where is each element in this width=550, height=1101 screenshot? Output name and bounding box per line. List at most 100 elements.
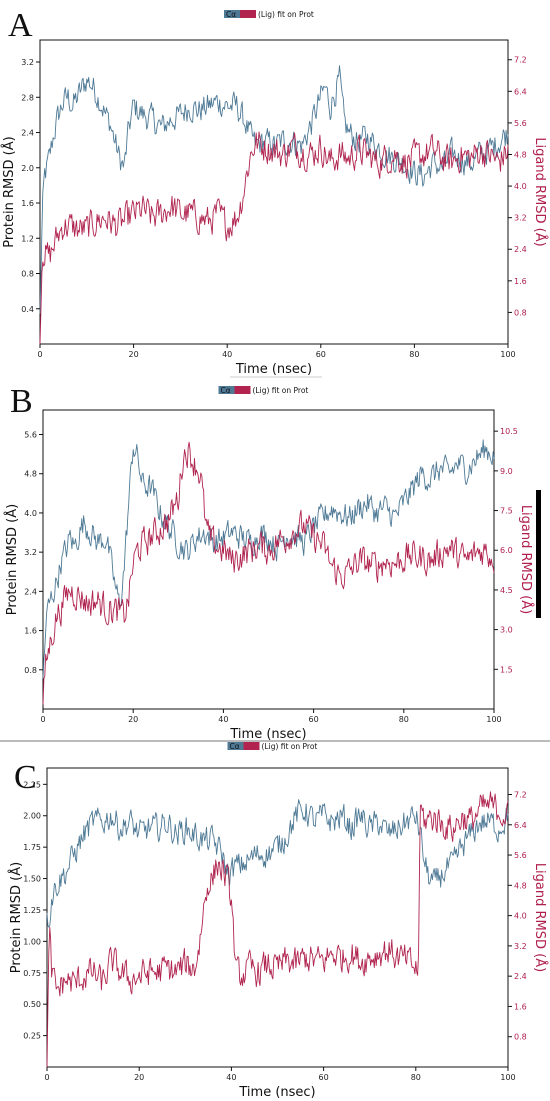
y2-tick-label: 6.4 <box>514 87 527 96</box>
y-axis-title: Protein RMSD (Å) <box>1 136 17 247</box>
plot-frame <box>42 409 495 710</box>
x-tick-label: 80 <box>409 350 419 359</box>
y2-tick-label: 7.2 <box>514 790 527 799</box>
y-tick-label: 0.8 <box>21 270 34 279</box>
legend-swatch-protein <box>224 10 240 18</box>
protein-rmsd-line <box>39 65 509 314</box>
protein-rmsd-line <box>42 439 495 679</box>
y-tick-label: 1.25 <box>23 906 41 915</box>
panel-label: B <box>10 383 33 420</box>
y-tick-label: 3.2 <box>21 58 34 67</box>
y2-tick-label: 7.2 <box>514 56 527 65</box>
x-tick-label: 0 <box>37 350 42 359</box>
x-tick-label: 100 <box>486 715 501 724</box>
y2-tick-label: 4.8 <box>514 150 527 159</box>
plot-frame <box>39 39 509 345</box>
ligand-rmsd-line <box>42 441 495 705</box>
y-tick-label: 0.50 <box>23 1000 41 1009</box>
y-tick-label: 5.6 <box>24 431 37 440</box>
x-tick-label: 60 <box>309 715 319 724</box>
y2-tick-label: 1.6 <box>514 1002 527 1011</box>
legend-label: (Lig) fit on Prot <box>253 386 309 395</box>
panel-label: C <box>14 759 37 796</box>
x-tick-label: 0 <box>40 715 45 724</box>
y2-tick-label: 4.0 <box>514 912 527 921</box>
y2-tick-label: 0.8 <box>514 1033 527 1042</box>
y-tick-label: 2.00 <box>23 812 41 821</box>
x-axis-title: Time (nsec) <box>235 362 312 377</box>
x-tick-label: 100 <box>500 1073 515 1082</box>
y2-axis-title: Ligand RMSD (Å) <box>518 505 534 614</box>
y2-tick-label: 3.2 <box>514 942 527 951</box>
legend-label: (Lig) fit on Prot <box>258 10 314 19</box>
chart-panel-c: C Cα (Lig) fit on Prot 0 20 40 60 80 100 0.25 0.50… <box>8 742 548 1100</box>
y-tick-label: 0.8 <box>24 666 37 675</box>
y2-tick-label: 1.5 <box>500 665 513 674</box>
y-tick-label: 1.6 <box>21 199 34 208</box>
panel-label: A <box>8 7 33 44</box>
x-tick-label: 0 <box>44 1073 49 1082</box>
y-tick-label: 2.25 <box>23 780 41 789</box>
y-tick-label: 4.0 <box>24 509 37 518</box>
protein-rmsd-line <box>46 799 509 928</box>
x-tick-label: 80 <box>399 715 409 724</box>
y2-tick-label: 4.0 <box>514 182 527 191</box>
legend-swatch-protein <box>218 386 235 394</box>
legend: Cα (Lig) fit on Prot <box>227 742 318 751</box>
y2-tick-label: 5.6 <box>514 119 527 128</box>
y-tick-label: 0.4 <box>21 305 34 314</box>
y-tick-label: 2.4 <box>21 129 34 138</box>
y-axis-title: Protein RMSD (Å) <box>4 504 20 615</box>
x-tick-label: 40 <box>226 1073 236 1082</box>
y2-tick-label: 6.0 <box>500 546 513 555</box>
y2-tick-label: 4.5 <box>500 586 513 595</box>
legend: Cα (Lig) fit on Prot <box>224 10 314 19</box>
x-tick-label: 100 <box>500 350 515 359</box>
chart-panel-b: B Cα (Lig) fit on Prot 0 20 40 60 80 100 0.8 1.6 2.… <box>4 383 534 742</box>
x-tick-label: 80 <box>411 1073 421 1082</box>
y2-axis-title: Ligand RMSD (Å) <box>532 863 548 972</box>
x-axis-title: Time (nsec) <box>238 1085 315 1100</box>
y-tick-label: 1.2 <box>21 234 34 243</box>
y-tick-label: 1.00 <box>23 937 41 946</box>
y2-tick-label: 2.4 <box>514 972 527 981</box>
y-tick-label: 1.50 <box>23 875 41 884</box>
y-tick-label: 2.0 <box>21 164 34 173</box>
y2-tick-label: 10.5 <box>500 427 518 436</box>
legend-swatch-ligand <box>240 10 256 18</box>
x-axis-title: Time (nsec) <box>229 727 306 742</box>
y-tick-label: 2.4 <box>24 587 37 596</box>
y2-tick-label: 3.0 <box>500 626 513 635</box>
y2-axis-title: Ligand RMSD (Å) <box>532 137 548 246</box>
legend-prefix: Cα <box>226 10 236 19</box>
y2-tick-label: 9.0 <box>500 467 513 476</box>
y-tick-label: 1.6 <box>24 627 37 636</box>
x-tick-label: 60 <box>316 350 326 359</box>
x-tick-label: 20 <box>129 350 139 359</box>
ligand-rmsd-line <box>46 791 509 1068</box>
y-axis-title: Protein RMSD (Å) <box>8 862 24 973</box>
x-tick-label: 40 <box>218 715 228 724</box>
y2-tick-label: 7.5 <box>500 507 513 516</box>
x-tick-label: 20 <box>128 715 138 724</box>
y-tick-label: 1.75 <box>23 843 41 852</box>
y2-tick-label: 6.4 <box>514 821 527 830</box>
x-tick-label: 40 <box>222 350 232 359</box>
legend-prefix: Cα <box>230 742 240 751</box>
chart-panel-a: A Cα (Lig) fit on Prot 0 20 40 60 80 100 0.4 0.8 1.… <box>1 7 548 377</box>
ligand-rmsd-line <box>39 131 509 345</box>
x-tick-label: 20 <box>134 1073 144 1082</box>
y2-tick-label: 3.2 <box>514 214 527 223</box>
legend-swatch-ligand <box>243 742 260 750</box>
y-tick-label: 2.8 <box>21 93 34 102</box>
y-tick-label: 4.8 <box>24 470 37 479</box>
y-tick-label: 3.2 <box>24 548 37 557</box>
x-tick-label: 60 <box>319 1073 329 1082</box>
legend-label: (Lig) fit on Prot <box>262 742 318 751</box>
legend-swatch-protein <box>227 742 244 750</box>
y-tick-label: 0.25 <box>23 1032 41 1041</box>
y2-tick-label: 2.4 <box>514 245 527 254</box>
legend: Cα (Lig) fit on Prot <box>218 386 309 395</box>
legend-prefix: Cα <box>221 386 231 395</box>
